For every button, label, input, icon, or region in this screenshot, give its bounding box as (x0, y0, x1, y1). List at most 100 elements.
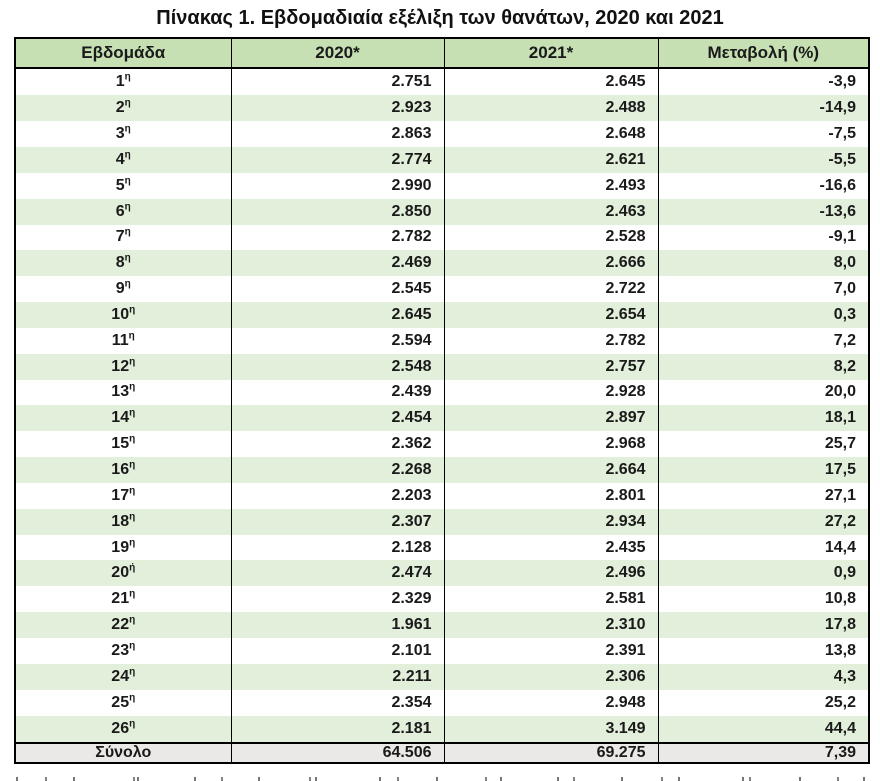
deaths-2020-cell: 2.594 (230, 327, 444, 354)
deaths-2020-cell: 2.850 (230, 198, 444, 225)
week-ordinal-suffix: η (124, 149, 131, 161)
change-cell: -3,9 (657, 68, 869, 96)
deaths-2021-cell: 2.801 (443, 482, 658, 509)
deaths-2021-cell: 2.488 (443, 95, 658, 122)
change-cell: 7,2 (657, 327, 869, 354)
week-number: 2 (115, 99, 125, 117)
change-cell: -14,9 (657, 95, 869, 122)
deaths-2020-cell: 2.211 (230, 663, 444, 690)
deaths-2021-cell: 2.463 (443, 198, 658, 225)
change-cell: -7,5 (657, 121, 869, 147)
deaths-2020-cell: 2.101 (230, 638, 444, 664)
week-number: 15 (111, 435, 130, 453)
total-label-cell: Σύνολο (15, 742, 231, 763)
table-row: 8η 2.469 2.666 8,0 (15, 250, 869, 277)
deaths-2021-cell: 2.621 (443, 146, 658, 173)
change-cell: 44,4 (657, 715, 869, 743)
table-row: 9η 2.545 2.722 7,0 (15, 276, 869, 303)
week-ordinal-suffix: η (129, 485, 136, 497)
deaths-2020-cell: 2.863 (230, 121, 444, 147)
week-ordinal-suffix: η (129, 433, 136, 445)
deaths-2020-cell: 2.782 (230, 224, 444, 251)
week-number: 19 (111, 538, 130, 556)
total-change-cell: 7,39 (657, 742, 869, 763)
deaths-2021-cell: 2.757 (443, 353, 658, 380)
week-cell: 12η (15, 353, 231, 380)
total-2020-cell: 64.506 (230, 742, 444, 763)
week-ordinal-suffix: η (129, 640, 136, 652)
week-ordinal-suffix: η (129, 304, 136, 316)
deaths-2021-cell: 2.648 (443, 121, 658, 147)
week-cell: 9η (15, 276, 231, 302)
deaths-2020-cell: 2.545 (230, 276, 444, 303)
week-ordinal-suffix: η (124, 252, 131, 264)
week-number: 4 (115, 150, 125, 168)
week-ordinal-suffix: η (124, 71, 131, 83)
deaths-2021-cell: 2.435 (443, 534, 658, 561)
table-row: 14η 2.454 2.897 18,1 (15, 405, 869, 432)
week-number: 16 (111, 461, 130, 479)
week-ordinal-suffix: η (124, 175, 131, 187)
change-cell: 17,8 (657, 612, 869, 638)
change-cell: 10,8 (657, 586, 869, 613)
deaths-2020-cell: 2.454 (230, 405, 444, 432)
deaths-2020-cell: 2.329 (230, 586, 444, 613)
change-cell: -16,6 (657, 172, 869, 199)
weekly-deaths-table: Εβδομάδα 2020* 2021* Μεταβολή (%) 1η 2.7… (14, 37, 870, 764)
week-number: 13 (111, 383, 130, 401)
change-cell: 25,7 (657, 431, 869, 458)
week-cell: 13η (15, 380, 231, 406)
table-row: 1η 2.751 2.645 -3,9 (15, 68, 869, 96)
change-cell: 14,4 (657, 534, 869, 561)
week-number: 26 (111, 719, 130, 737)
week-cell: 15η (15, 431, 231, 457)
deaths-2021-cell: 2.968 (443, 431, 658, 458)
deaths-2020-cell: 2.128 (230, 534, 444, 561)
week-number: 8 (115, 254, 125, 272)
week-number: 9 (115, 280, 125, 298)
week-cell: 25η (15, 690, 231, 716)
deaths-2021-cell: 2.666 (443, 250, 658, 277)
deaths-2021-cell: 2.528 (443, 224, 658, 251)
change-cell: 25,2 (657, 689, 869, 716)
week-number: 25 (111, 693, 130, 711)
change-cell: 7,0 (657, 276, 869, 303)
week-cell: 7η (15, 225, 231, 251)
week-ordinal-suffix: η (124, 278, 131, 290)
table-row: 2η 2.923 2.488 -14,9 (15, 95, 869, 122)
deaths-2020-cell: 2.307 (230, 508, 444, 535)
week-number: 14 (111, 409, 130, 427)
week-ordinal-suffix: η (129, 537, 136, 549)
week-cell: 1η (15, 68, 231, 95)
change-cell: 8,2 (657, 353, 869, 380)
deaths-2020-cell: 2.439 (230, 379, 444, 406)
deaths-2021-cell: 2.948 (443, 689, 658, 716)
deaths-2021-cell: 3.149 (443, 715, 658, 743)
week-cell: 18η (15, 508, 231, 535)
clipped-footnote (16, 775, 866, 781)
deaths-2020-cell: 2.923 (230, 95, 444, 122)
week-ordinal-suffix: η (129, 692, 136, 704)
column-header-change: Μεταβολή (%) (657, 38, 869, 69)
deaths-2021-cell: 2.306 (443, 663, 658, 690)
table-row: 19η 2.128 2.435 14,4 (15, 534, 869, 561)
deaths-2021-cell: 2.722 (443, 276, 658, 303)
total-row: Σύνολο 64.506 69.275 7,39 (15, 742, 869, 763)
deaths-2021-cell: 2.496 (443, 560, 658, 587)
table-row: 22η 1.961 2.310 17,8 (15, 612, 869, 638)
week-cell: 21η (15, 586, 231, 612)
deaths-2020-cell: 2.268 (230, 457, 444, 483)
deaths-2020-cell: 2.474 (230, 560, 444, 587)
deaths-2020-cell: 2.548 (230, 353, 444, 380)
deaths-2020-cell: 2.774 (230, 146, 444, 173)
week-number: 23 (111, 641, 130, 659)
deaths-2021-cell: 2.654 (443, 302, 658, 328)
week-number: 3 (115, 125, 125, 143)
change-cell: 13,8 (657, 638, 869, 664)
week-number: 20 (111, 564, 130, 582)
change-cell: 4,3 (657, 663, 869, 690)
week-ordinal-suffix: η (129, 718, 136, 730)
change-cell: -5,5 (657, 146, 869, 173)
table-row: 26η 2.181 3.149 44,4 (15, 715, 869, 743)
week-number: 6 (115, 202, 125, 220)
